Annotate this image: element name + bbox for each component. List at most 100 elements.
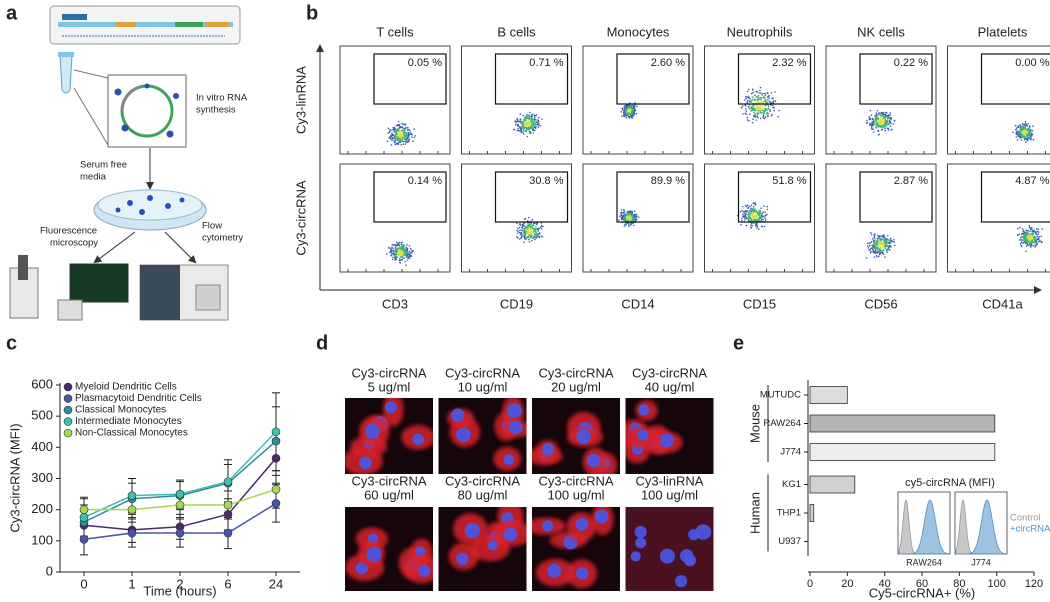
event-dot [623, 115, 625, 117]
event-dot [869, 252, 872, 254]
event-dot [627, 112, 630, 114]
event-dot [883, 237, 886, 239]
event-dot [391, 246, 393, 248]
event-dot [621, 216, 623, 218]
event-dot [400, 254, 403, 256]
event-dot [878, 124, 880, 126]
event-dot [540, 235, 543, 237]
event-dot [888, 248, 891, 251]
x-axis-label: Cy5-circRNA+ (%) [869, 585, 976, 600]
event-dot [409, 131, 412, 133]
event-dot [1022, 228, 1024, 230]
event-dot [873, 243, 875, 246]
event-dot [882, 253, 885, 255]
event-dot [764, 211, 766, 213]
event-dot [752, 91, 754, 94]
event-dot [766, 108, 768, 111]
event-dot [886, 249, 888, 252]
event-dot [1027, 139, 1029, 142]
event-dot [406, 249, 408, 251]
event-dot [880, 112, 882, 114]
event-dot [759, 117, 762, 120]
event-dot [1026, 125, 1028, 127]
event-dot [401, 122, 404, 125]
event-dot [883, 242, 886, 244]
event-dot [519, 120, 521, 122]
event-dot [530, 227, 533, 229]
nucleus [659, 548, 675, 564]
image-content [345, 527, 433, 584]
event-dot [1025, 245, 1028, 247]
event-dot [768, 97, 770, 100]
event-dot [628, 216, 630, 218]
plot-frame [582, 45, 694, 155]
event-dot [407, 126, 409, 129]
event-dot [1020, 128, 1022, 131]
legend-swatch [63, 382, 73, 392]
event-dot [758, 228, 760, 230]
event-dot [890, 117, 892, 119]
event-dot [521, 126, 523, 128]
event-dot [526, 122, 528, 124]
event-dot [876, 110, 879, 112]
event-dot [402, 129, 404, 132]
event-dot [622, 211, 625, 214]
event-dot [632, 218, 635, 220]
event-dot [742, 213, 744, 216]
event-dot [399, 262, 402, 264]
event-dot [1022, 131, 1024, 133]
event-dot [884, 256, 886, 258]
event-dot [752, 98, 754, 101]
event-dot [746, 116, 749, 119]
event-dot [627, 106, 629, 109]
event-dot [1033, 235, 1035, 238]
event-dot [394, 135, 396, 137]
event-dot [626, 211, 629, 213]
event-dot [629, 113, 632, 115]
event-dot [1021, 245, 1023, 248]
event-dot [528, 236, 530, 239]
event-dot [623, 113, 626, 116]
event-dot [872, 238, 874, 240]
event-dot [877, 118, 879, 120]
event-dot [880, 124, 883, 127]
event-dot [882, 249, 885, 251]
event-dot [397, 252, 399, 254]
event-dot [876, 119, 879, 122]
event-dot [741, 219, 743, 222]
event-dot [388, 137, 391, 139]
event-dot [766, 98, 769, 101]
event-dot [1028, 134, 1031, 137]
data-point [223, 477, 233, 486]
event-dot [754, 94, 756, 97]
event-dot [886, 251, 888, 254]
event-dot [631, 117, 633, 119]
image-content [448, 507, 527, 571]
event-dot [1035, 244, 1037, 247]
event-dot [750, 92, 753, 95]
event-dot [541, 118, 543, 120]
event-dot [1030, 226, 1033, 229]
event-dot [748, 108, 751, 110]
event-dot [875, 254, 878, 257]
event-dot [1026, 243, 1029, 245]
event-dot [632, 222, 635, 224]
event-dot [870, 233, 873, 236]
inset-legend: Control [1010, 513, 1041, 524]
event-dot [531, 123, 533, 125]
event-dot [519, 231, 521, 234]
event-dot [391, 243, 394, 246]
event-dot [882, 238, 885, 241]
event-dot [533, 120, 535, 123]
event-dot [741, 217, 743, 220]
event-dot [621, 107, 623, 110]
event-dot [1020, 134, 1022, 137]
event-dot [1037, 231, 1040, 233]
event-dot [412, 140, 414, 142]
event-dot [401, 248, 404, 251]
event-dot [515, 121, 517, 124]
population-title: B cells [497, 24, 536, 39]
event-dot [409, 255, 411, 258]
event-dot [755, 101, 758, 103]
event-dot [517, 124, 519, 127]
